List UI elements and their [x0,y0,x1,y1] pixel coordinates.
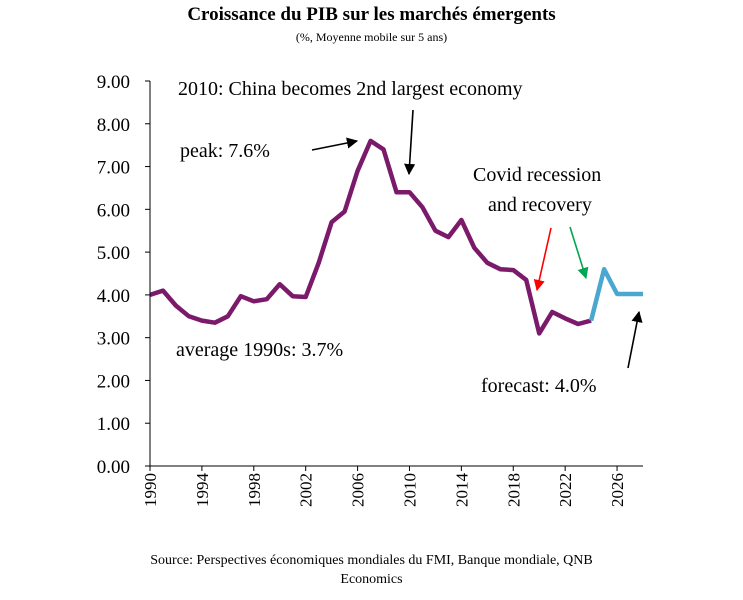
arrow-to-2010 [404,109,416,176]
y-tick-label: 9.00 [97,72,130,93]
series-line-forecast [588,266,643,322]
y-tick-label: 6.00 [97,200,130,221]
y-tick-label: 0.00 [97,457,130,478]
x-tick-label: 1998 [245,473,264,507]
chart-title: Croissance du PIB sur les marchés émerge… [187,4,556,25]
y-tick-label: 3.00 [97,329,130,350]
arrow-to-peak [311,137,359,151]
y-tick-label: 8.00 [97,115,130,136]
annotation-covid-line2: and recovery [488,194,592,216]
annotation-forecast: forecast: 4.0% [481,375,597,397]
y-tick-label: 7.00 [97,158,130,179]
x-tick-label: 1990 [141,473,160,507]
arrow-forecast [627,310,643,369]
source-line-2: Economics [340,572,403,587]
annotation-peak: peak: 7.6% [180,140,270,162]
x-tick-label: 2002 [297,473,316,507]
x-tick-label: 2010 [400,473,419,507]
x-tick-label: 2006 [349,473,368,507]
annotation-china: 2010: China becomes 2nd largest economy [178,78,523,100]
source-line-1: Source: Perspectives économiques mondial… [150,553,593,568]
arrow-recession [533,227,552,292]
y-tick-label: 1.00 [97,414,130,435]
chart-subtitle: (%, Moyenne mobile sur 5 ans) [295,30,448,44]
x-tick-label: 2018 [504,473,523,507]
y-tick-label: 4.00 [97,286,130,307]
y-tick-label: 2.00 [97,371,130,392]
arrow-recovery [569,226,589,280]
annotation-covid-line1: Covid recession [473,164,601,186]
y-tick-label: 5.00 [97,243,130,264]
series-line-historical [149,138,592,336]
x-tick-label: 2014 [452,473,471,508]
x-tick-label: 2022 [556,473,575,507]
annotation-average: average 1990s: 3.7% [176,339,343,361]
source-note: Source: Perspectives économiques mondial… [0,551,743,589]
x-tick-label: 2026 [608,473,627,507]
x-tick-label: 1994 [193,473,212,508]
